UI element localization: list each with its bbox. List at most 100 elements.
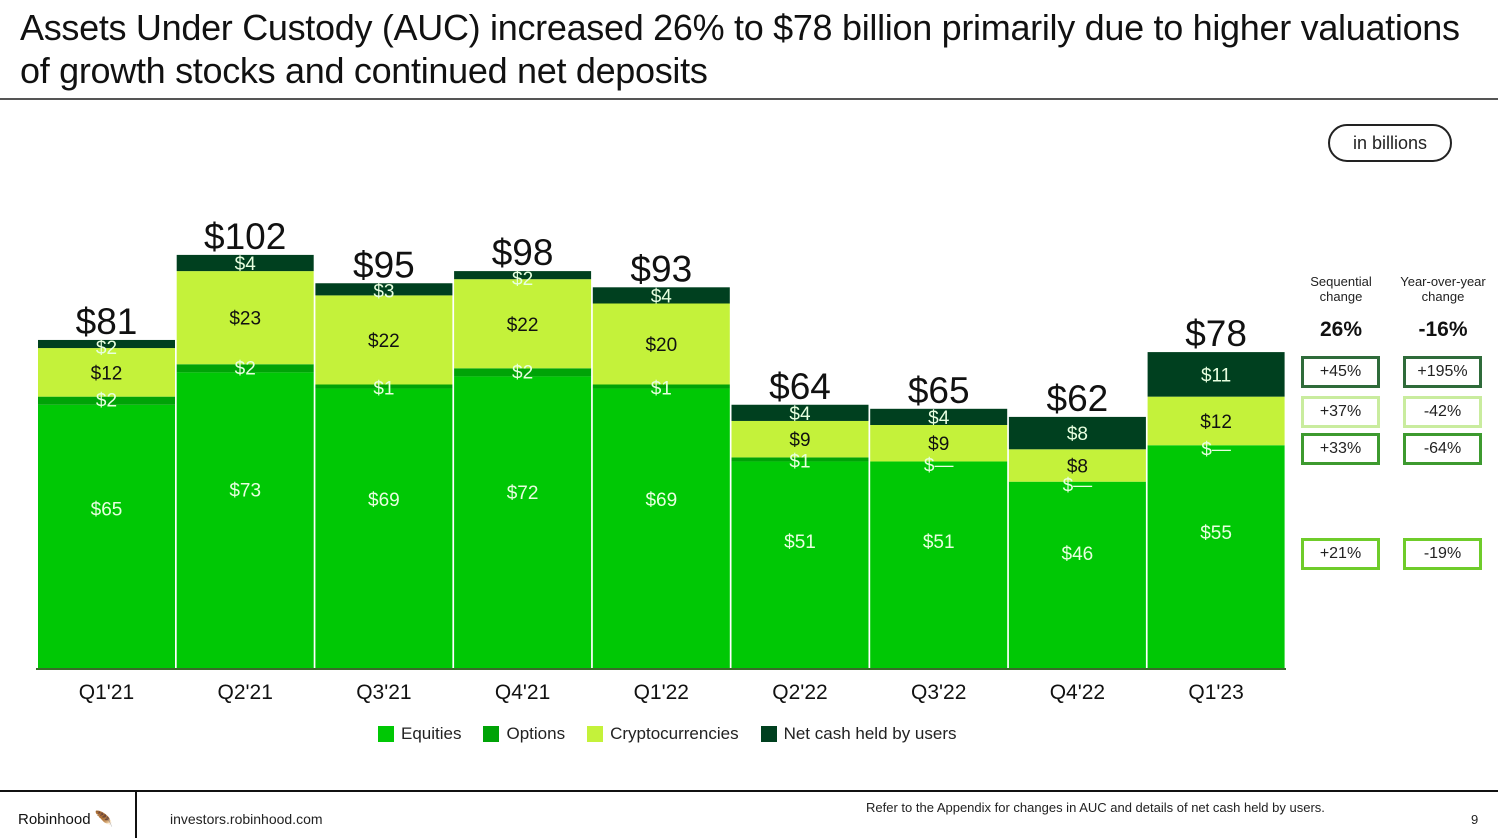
bar-segment-cash — [1147, 352, 1285, 397]
bar-total-label: $62 — [1047, 378, 1109, 419]
bar-segment-cash — [592, 287, 730, 304]
legend-swatch-crypto — [587, 726, 604, 742]
legend-label: Net cash held by users — [783, 724, 957, 743]
segment-label-equities: $72 — [507, 483, 539, 504]
segment-label-crypto: $22 — [368, 331, 400, 352]
page-number: 9 — [1471, 812, 1479, 827]
bar-segment-crypto — [1008, 449, 1146, 482]
legend-label: Cryptocurrencies — [610, 724, 739, 743]
yoy-change-header: Year-over-year change — [1400, 274, 1486, 304]
sequential-change-equities: +21% — [1301, 538, 1380, 570]
sequential-change-crypto: +37% — [1301, 396, 1380, 428]
auc-stacked-bar-chart: $65$2$12$2$81Q1'21$73$2$23$4$102Q2'21$69… — [36, 216, 1286, 704]
bar-segment-crypto — [731, 420, 869, 458]
bar-segment-crypto — [38, 348, 175, 397]
segment-label-crypto: $9 — [789, 430, 810, 451]
chart-legend: Equities Options Cryptocurrencies Net cash … — [378, 724, 979, 744]
bar-segment-crypto — [315, 295, 453, 385]
segment-label-options: $2 — [96, 391, 117, 412]
bar-segment-cash — [176, 254, 314, 272]
x-tick-label: Q2'22 — [772, 681, 827, 704]
bar-total-label: $64 — [769, 366, 831, 407]
segment-label-cash: $2 — [512, 269, 533, 290]
bar-segment-equities — [38, 404, 175, 668]
segment-label-equities: $65 — [91, 499, 123, 520]
legend-item-options: Options — [483, 724, 565, 744]
segment-label-cash: $4 — [789, 404, 811, 425]
bar-segment-equities — [176, 372, 314, 668]
legend-item-equities: Equities — [378, 724, 461, 744]
bar-total-label: $102 — [204, 216, 286, 257]
bar-segment-options — [315, 384, 453, 389]
yoy-change-options: -64% — [1403, 433, 1482, 465]
sequential-change-options: +33% — [1301, 433, 1380, 465]
bar-segment-crypto — [592, 303, 730, 385]
unit-badge: in billions — [1328, 124, 1452, 162]
brand-logo: Robinhood 🪶 — [18, 810, 114, 829]
segment-label-options: $— — [1201, 439, 1231, 460]
bar-segment-options — [731, 457, 869, 462]
segment-label-options: $— — [924, 455, 954, 476]
bar-segment-crypto — [870, 425, 1008, 462]
bar-segment-cash — [870, 408, 1008, 425]
bar-total-label: $93 — [630, 248, 692, 289]
segment-label-crypto: $12 — [1200, 412, 1232, 433]
segment-label-cash: $8 — [1067, 424, 1088, 445]
investor-site-link[interactable]: investors.robinhood.com — [170, 811, 323, 827]
bar-segment-equities — [731, 461, 869, 668]
title-divider — [0, 98, 1498, 100]
bar-segment-equities — [870, 461, 1008, 668]
segment-label-equities: $73 — [229, 481, 261, 502]
sequential-change-header: Sequential change — [1310, 274, 1372, 304]
sequential-change-cash: +45% — [1301, 356, 1380, 388]
segment-label-cash: $11 — [1201, 365, 1231, 386]
segment-label-crypto: $23 — [229, 309, 261, 330]
x-tick-label: Q3'22 — [911, 681, 966, 704]
bar-total-label: $65 — [908, 370, 970, 411]
legend-label: Options — [506, 724, 566, 743]
footnote: Refer to the Appendix for changes in AUC… — [866, 800, 1325, 815]
bar-segment-equities — [1008, 481, 1146, 668]
bar-total-label: $95 — [353, 244, 415, 285]
brand-name: Robinhood — [18, 810, 91, 828]
segment-label-options: $2 — [512, 362, 533, 383]
bar-segment-options — [454, 368, 592, 377]
segment-label-equities: $51 — [784, 532, 816, 553]
bar-total-label: $98 — [492, 232, 554, 273]
segment-label-cash: $2 — [96, 338, 117, 359]
bar-segment-equities — [592, 388, 730, 668]
bar-segment-equities — [454, 376, 592, 668]
bar-segment-crypto — [1147, 396, 1285, 446]
x-tick-label: Q2'21 — [218, 681, 273, 704]
segment-label-options: $2 — [235, 358, 256, 379]
legend-item-crypto: Cryptocurrencies — [587, 724, 739, 744]
bar-segment-options — [176, 364, 314, 373]
segment-label-options: $1 — [373, 379, 394, 400]
bar-segment-cash — [731, 404, 869, 421]
bar-segment-equities — [1147, 445, 1285, 668]
segment-label-crypto: $12 — [91, 363, 123, 384]
segment-label-equities: $69 — [368, 490, 400, 511]
x-tick-label: Q4'22 — [1050, 681, 1105, 704]
x-tick-label: Q1'22 — [634, 681, 689, 704]
x-tick-label: Q3'21 — [356, 681, 411, 704]
segment-label-options: $1 — [789, 451, 810, 472]
bar-segment-cash — [38, 339, 175, 349]
legend-swatch-cash — [760, 726, 777, 742]
segment-label-cash: $3 — [373, 281, 394, 302]
legend-swatch-equities — [378, 726, 394, 742]
segment-label-cash: $4 — [651, 286, 673, 307]
slide-title: Assets Under Custody (AUC) increased 26%… — [20, 7, 1460, 91]
legend-label: Equities — [401, 724, 462, 743]
segment-label-crypto: $22 — [507, 315, 539, 336]
footer-vertical-divider — [135, 792, 137, 838]
bar-segment-crypto — [454, 279, 592, 369]
yoy-total-change: -16% — [1418, 318, 1468, 341]
segment-label-crypto: $9 — [928, 434, 949, 455]
bar-segment-cash — [454, 271, 592, 280]
segment-label-crypto: $8 — [1067, 457, 1088, 478]
feather-icon: 🪶 — [94, 811, 114, 828]
footer-divider — [0, 790, 1498, 792]
bar-segment-crypto — [176, 271, 314, 365]
bar-segment-options — [592, 384, 730, 389]
